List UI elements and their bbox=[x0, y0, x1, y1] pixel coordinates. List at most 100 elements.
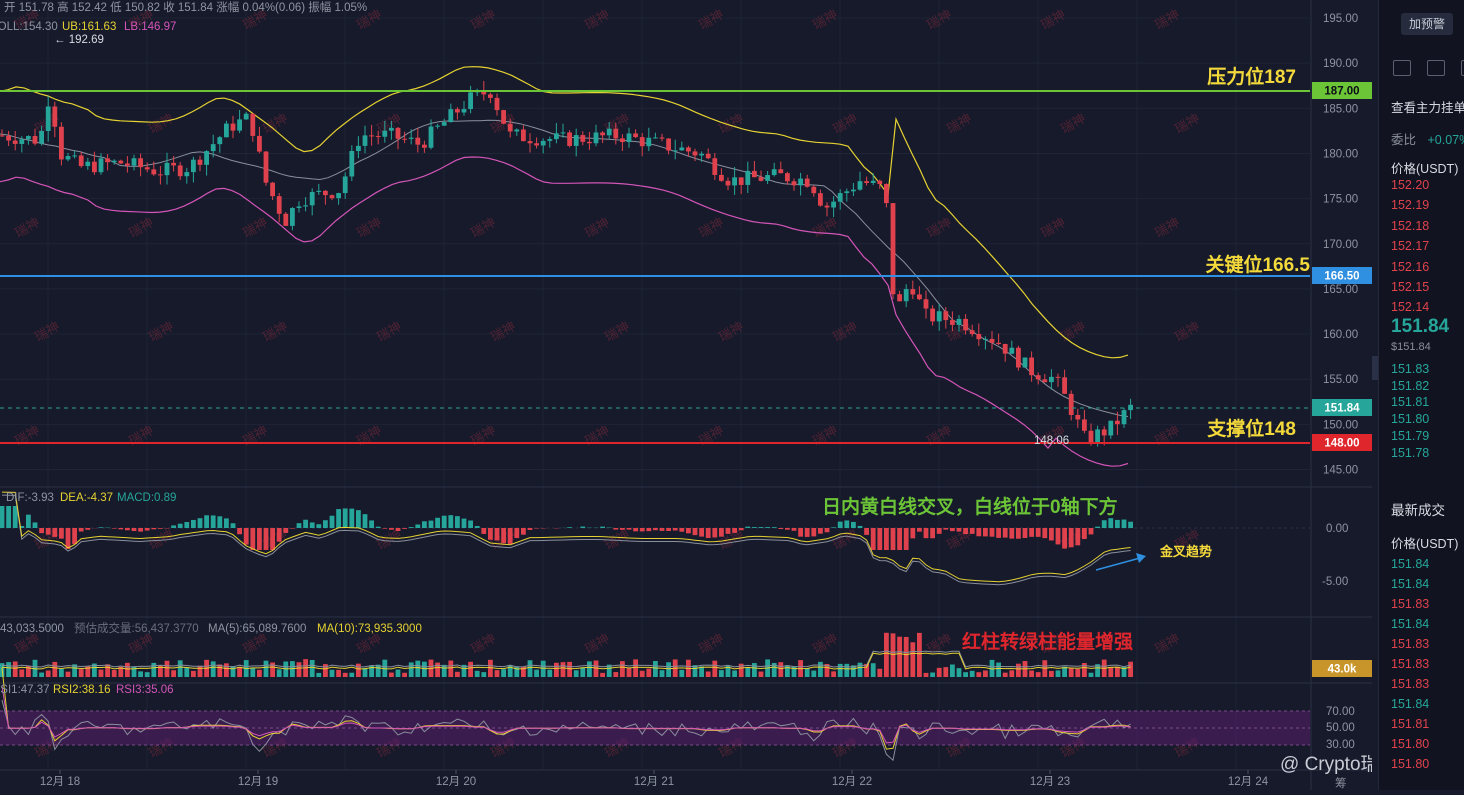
bid-row[interactable]: 151.82 bbox=[1391, 379, 1429, 393]
volume-bar bbox=[574, 670, 579, 677]
watermark-text: 瑞神 bbox=[582, 423, 612, 449]
candle-body bbox=[217, 137, 222, 144]
candle-body bbox=[99, 158, 104, 172]
macd-histogram-bar bbox=[877, 528, 882, 550]
ask-row[interactable]: 152.20 bbox=[1391, 178, 1429, 192]
ask-row[interactable]: 152.19 bbox=[1391, 198, 1429, 212]
macd-histogram-bar bbox=[897, 528, 902, 550]
candle-body bbox=[541, 141, 546, 146]
trade-row: 151.84 bbox=[1391, 557, 1429, 571]
macd-histogram-bar bbox=[620, 528, 625, 530]
ask-row[interactable]: 152.17 bbox=[1391, 239, 1429, 253]
candle-body bbox=[957, 319, 962, 325]
bid-row[interactable]: 151.83 bbox=[1391, 362, 1429, 376]
volume-bar bbox=[184, 667, 189, 677]
candle-body bbox=[726, 181, 731, 186]
macd-histogram-bar bbox=[1003, 528, 1008, 538]
volume-bar bbox=[844, 664, 849, 677]
volume-bar bbox=[297, 662, 302, 677]
macd-histogram-bar bbox=[957, 528, 962, 532]
volume-bar bbox=[541, 661, 546, 677]
volume-bar bbox=[877, 669, 882, 677]
macd-histogram-bar bbox=[666, 528, 671, 531]
macd-histogram-bar bbox=[891, 528, 896, 550]
watermark-text: 瑞神 bbox=[696, 215, 726, 241]
macd-histogram-bar bbox=[33, 522, 38, 528]
macd-histogram-bar bbox=[402, 528, 407, 529]
volume-bar bbox=[481, 672, 486, 677]
macd-histogram-bar bbox=[765, 527, 770, 528]
macd-histogram-bar bbox=[653, 528, 658, 530]
candle-body bbox=[462, 109, 467, 112]
alert-button[interactable]: 加预警 bbox=[1401, 13, 1453, 35]
chart-area[interactable]: 瑞神瑞神瑞神瑞神瑞神瑞神瑞神瑞神瑞神瑞神瑞神瑞神瑞神瑞神瑞神瑞神瑞神瑞神瑞神瑞神… bbox=[0, 0, 1312, 790]
volume-bar bbox=[1128, 662, 1133, 677]
ub-readout: UB:161.63 bbox=[62, 21, 116, 33]
volume-bar bbox=[653, 661, 658, 677]
macd-histogram-bar bbox=[937, 528, 942, 534]
candle-body bbox=[514, 129, 519, 131]
candle-body bbox=[442, 122, 447, 126]
macd-histogram-bar bbox=[514, 528, 519, 538]
volume-bar bbox=[1075, 669, 1080, 677]
price-axis-label: 180.00 bbox=[1323, 148, 1358, 160]
orderbook-asks-icon[interactable] bbox=[1427, 60, 1445, 76]
candle-body bbox=[904, 289, 909, 301]
ask-row[interactable]: 152.16 bbox=[1391, 260, 1429, 274]
volume-bar bbox=[950, 665, 955, 677]
candle-body bbox=[620, 138, 625, 142]
bid-row[interactable]: 151.80 bbox=[1391, 412, 1429, 426]
volume-bar bbox=[495, 670, 500, 677]
macd-histogram-bar bbox=[468, 521, 473, 528]
bid-row[interactable]: 151.78 bbox=[1391, 446, 1429, 460]
sidebar-last-price-usd: $151.84 bbox=[1391, 341, 1431, 353]
candle-body bbox=[587, 142, 592, 143]
volume-bar bbox=[732, 670, 737, 677]
watermark-text: 瑞神 bbox=[716, 111, 746, 137]
macd-histogram-bar bbox=[409, 527, 414, 528]
macd-histogram-bar bbox=[759, 527, 764, 528]
volume-bar bbox=[891, 633, 896, 677]
watermark-text: 瑞神 bbox=[582, 215, 612, 241]
golden-cross-arrow bbox=[1096, 558, 1140, 570]
macd-histogram-bar bbox=[706, 528, 711, 538]
orderbook-both-icon[interactable] bbox=[1393, 60, 1411, 76]
macd-histogram-bar bbox=[646, 528, 651, 531]
ask-row[interactable]: 152.15 bbox=[1391, 280, 1429, 294]
candle-body bbox=[785, 173, 790, 181]
macd-histogram-bar bbox=[303, 520, 308, 528]
macd-histogram-bar bbox=[224, 518, 229, 528]
candle-body bbox=[561, 132, 566, 133]
macd-histogram-bar bbox=[726, 528, 731, 534]
volume-bar bbox=[554, 663, 559, 677]
volume-bar bbox=[1089, 673, 1094, 677]
candle-body bbox=[950, 320, 955, 325]
volume-bar bbox=[924, 673, 929, 677]
volume-bar bbox=[402, 673, 407, 677]
ask-row[interactable]: 152.14 bbox=[1391, 300, 1429, 314]
macd-histogram-bar bbox=[924, 528, 929, 538]
volume-bar bbox=[1115, 667, 1120, 677]
macd-histogram-bar bbox=[943, 528, 948, 530]
candle-body bbox=[712, 158, 717, 175]
bid-row[interactable]: 151.79 bbox=[1391, 429, 1429, 443]
kline-chart[interactable]: 瑞神瑞神瑞神瑞神瑞神瑞神瑞神瑞神瑞神瑞神瑞神瑞神瑞神瑞神瑞神瑞神瑞神瑞神瑞神瑞神… bbox=[0, 0, 1372, 790]
candle-body bbox=[970, 330, 975, 334]
bid-row[interactable]: 151.81 bbox=[1391, 395, 1429, 409]
support-label: 支撑位148 bbox=[1206, 417, 1296, 440]
macd-histogram-bar bbox=[349, 509, 354, 528]
volume-bar bbox=[455, 672, 460, 677]
candle-body bbox=[396, 128, 401, 139]
ask-row[interactable]: 152.18 bbox=[1391, 219, 1429, 233]
candle-body bbox=[1108, 421, 1113, 436]
volume-bar bbox=[151, 663, 156, 677]
candle-body bbox=[224, 124, 229, 138]
trades-title[interactable]: 最新成交 bbox=[1391, 499, 1445, 519]
volume-bar bbox=[983, 671, 988, 677]
macd-histogram-bar bbox=[323, 520, 328, 528]
volume-bar bbox=[99, 670, 104, 677]
volume-bar bbox=[396, 670, 401, 677]
candle-body bbox=[26, 136, 31, 139]
macd-histogram-bar bbox=[501, 528, 506, 543]
orderbook-title[interactable]: 查看主力挂单 bbox=[1391, 97, 1464, 116]
